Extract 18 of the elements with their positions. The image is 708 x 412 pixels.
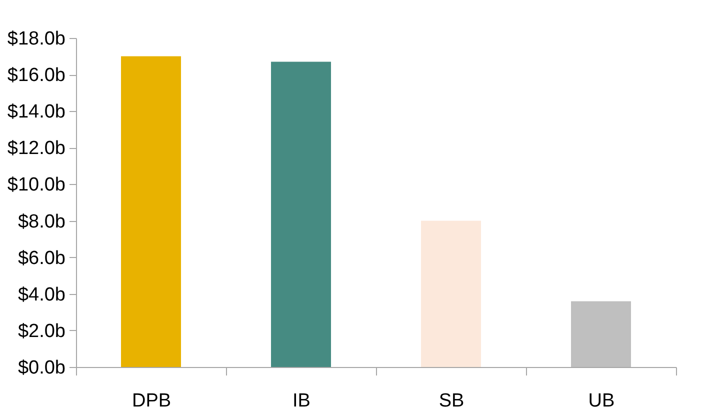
y-tick-label: $12.0b bbox=[7, 138, 66, 160]
y-tick-label: $0.0b bbox=[18, 358, 66, 378]
y-tick-label: $18.0b bbox=[7, 28, 66, 50]
x-tick-label: UB bbox=[588, 390, 615, 412]
y-tick-label: $8.0b bbox=[18, 211, 66, 232]
bar bbox=[271, 62, 331, 367]
y-tick-label: $2.0b bbox=[18, 320, 66, 342]
x-tick-label: IB bbox=[292, 390, 310, 412]
x-tick-label: SB bbox=[438, 390, 464, 412]
x-tick-label: DPB bbox=[132, 390, 172, 412]
y-tick-label: $10.0b bbox=[7, 174, 66, 196]
bar bbox=[421, 220, 481, 367]
y-tick-label: $14.0b bbox=[7, 102, 66, 123]
y-tick-label: $16.0b bbox=[7, 65, 66, 86]
bar bbox=[121, 56, 181, 367]
y-tick-label: $6.0b bbox=[18, 248, 66, 269]
y-tick-label: $4.0b bbox=[18, 284, 66, 306]
bar bbox=[571, 301, 631, 367]
